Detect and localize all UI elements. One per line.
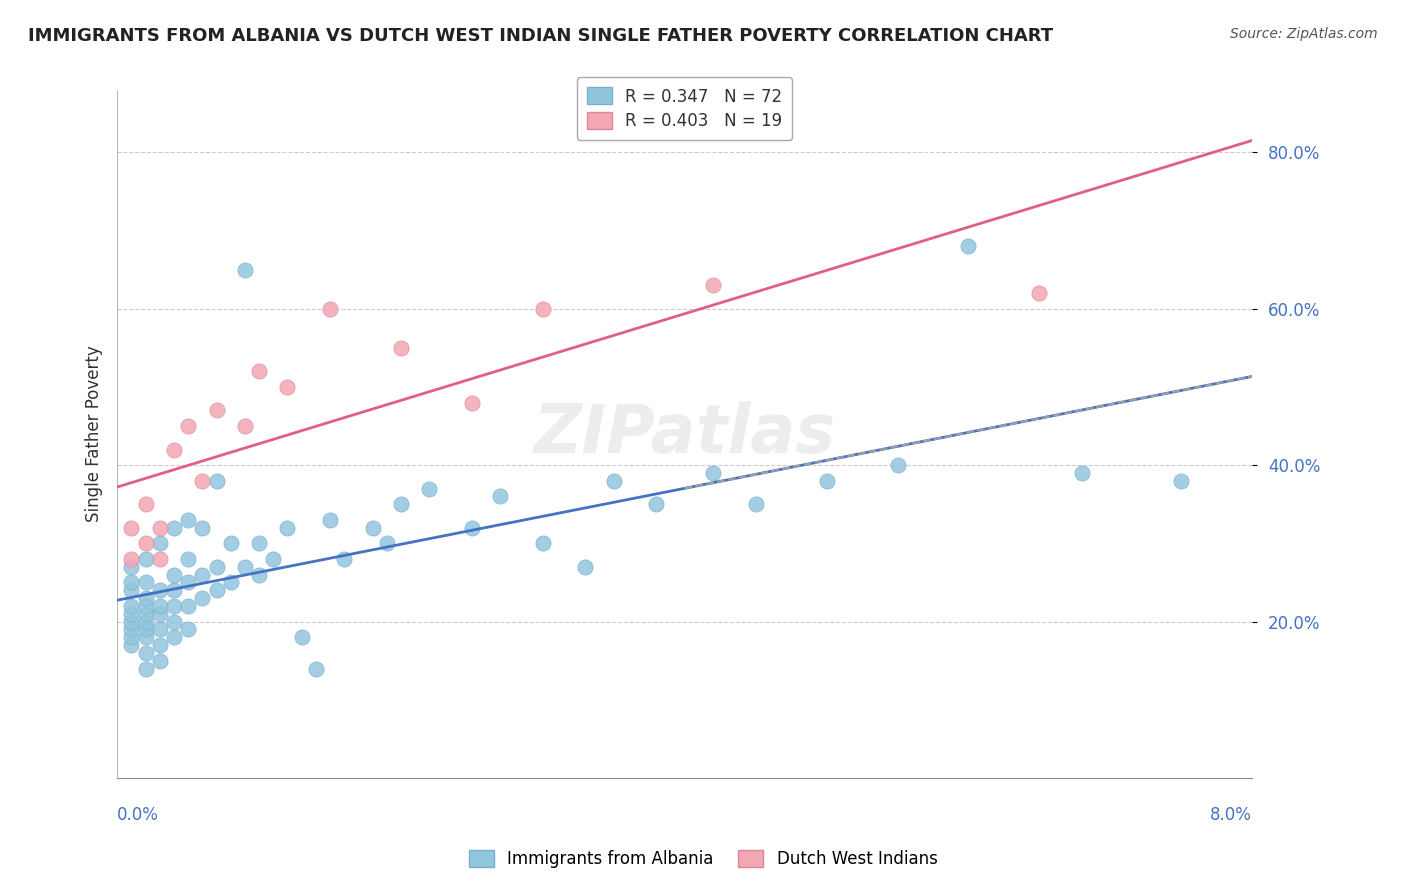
Point (191, 567, 214, 582)
Point (149, 607, 172, 621)
Point (163, 521, 186, 535)
Point (205, 403, 228, 417)
Point (389, 497, 412, 511)
Point (149, 583, 172, 598)
Point (120, 521, 142, 535)
Point (120, 575, 142, 590)
Point (1170, 474, 1192, 488)
Point (276, 380, 298, 394)
Point (205, 559, 228, 574)
Point (233, 262, 256, 277)
Point (177, 575, 200, 590)
Point (276, 521, 298, 535)
Point (744, 497, 766, 511)
Text: 0.0%: 0.0% (117, 805, 159, 823)
Point (149, 638, 172, 652)
Point (120, 607, 142, 621)
Point (149, 552, 172, 566)
Point (120, 615, 142, 629)
Point (247, 567, 270, 582)
Point (135, 615, 157, 629)
Point (191, 474, 214, 488)
Point (177, 599, 200, 613)
Text: ZIPatlas: ZIPatlas (534, 401, 835, 467)
Point (163, 599, 186, 613)
Point (135, 591, 157, 606)
Point (163, 442, 186, 457)
Point (135, 646, 157, 660)
Point (957, 239, 980, 253)
Legend: Immigrants from Albania, Dutch West Indians: Immigrants from Albania, Dutch West Indi… (463, 843, 943, 875)
Point (177, 623, 200, 637)
Point (247, 536, 270, 550)
Point (645, 497, 668, 511)
Point (1071, 466, 1094, 480)
Point (205, 474, 228, 488)
Text: 8.0%: 8.0% (1211, 805, 1253, 823)
Point (177, 419, 200, 434)
Point (886, 458, 908, 472)
Point (135, 599, 157, 613)
Point (135, 497, 157, 511)
Point (574, 559, 596, 574)
Point (163, 630, 186, 644)
Point (319, 301, 342, 316)
Point (120, 638, 142, 652)
Point (205, 583, 228, 598)
Point (149, 536, 172, 550)
Point (149, 521, 172, 535)
Point (233, 559, 256, 574)
Point (702, 278, 724, 293)
Point (291, 630, 314, 644)
Point (120, 552, 142, 566)
Point (305, 661, 328, 675)
Point (702, 466, 724, 480)
Point (135, 552, 157, 566)
Point (531, 301, 554, 316)
Point (603, 474, 626, 488)
Point (120, 623, 142, 637)
Point (319, 513, 342, 527)
Point (219, 575, 242, 590)
Point (531, 536, 554, 550)
Point (1028, 286, 1050, 301)
Point (120, 583, 142, 598)
Point (815, 474, 838, 488)
Point (418, 482, 440, 496)
Point (333, 552, 356, 566)
Text: Source: ZipAtlas.com: Source: ZipAtlas.com (1230, 27, 1378, 41)
Point (163, 567, 186, 582)
Point (149, 623, 172, 637)
Point (177, 513, 200, 527)
Point (135, 661, 157, 675)
Point (219, 536, 242, 550)
Point (149, 599, 172, 613)
Legend: R = 0.347   N = 72, R = 0.403   N = 19: R = 0.347 N = 72, R = 0.403 N = 19 (576, 78, 793, 140)
Point (135, 607, 157, 621)
Point (489, 490, 512, 504)
Point (191, 521, 214, 535)
Point (135, 623, 157, 637)
Point (163, 615, 186, 629)
Point (120, 599, 142, 613)
Point (149, 654, 172, 668)
Point (163, 583, 186, 598)
Point (247, 364, 270, 378)
Point (191, 591, 214, 606)
Point (262, 552, 284, 566)
Point (375, 536, 398, 550)
Point (461, 521, 484, 535)
Text: IMMIGRANTS FROM ALBANIA VS DUTCH WEST INDIAN SINGLE FATHER POVERTY CORRELATION C: IMMIGRANTS FROM ALBANIA VS DUTCH WEST IN… (28, 27, 1053, 45)
Point (120, 559, 142, 574)
Point (389, 341, 412, 355)
Y-axis label: Single Father Poverty: Single Father Poverty (86, 345, 103, 522)
Point (135, 536, 157, 550)
Point (177, 552, 200, 566)
Point (461, 395, 484, 409)
Point (120, 630, 142, 644)
Point (361, 521, 384, 535)
Point (233, 419, 256, 434)
Point (135, 575, 157, 590)
Point (135, 630, 157, 644)
